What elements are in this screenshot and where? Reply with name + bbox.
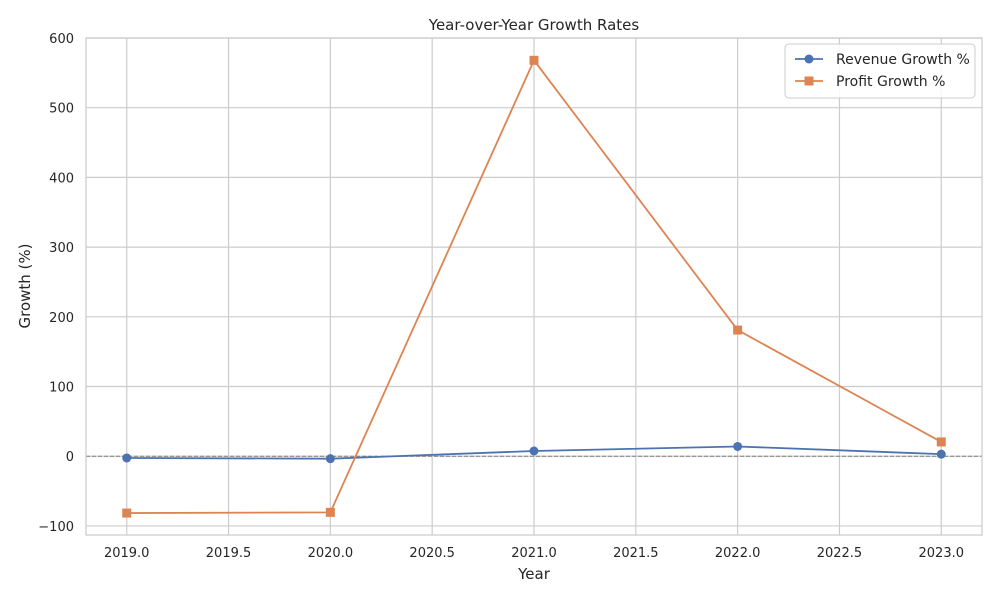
data-point: [529, 55, 539, 65]
data-point: [733, 325, 743, 335]
data-point: [325, 507, 335, 517]
x-tick-label: 2023.0: [919, 546, 965, 561]
legend-item: Profit Growth %: [795, 74, 945, 90]
y-axis-ticks: −100 0 100 200 300 400 500 600: [38, 32, 74, 535]
y-tick-label: 100: [49, 381, 74, 396]
y-tick-label: −100: [38, 520, 74, 535]
data-point: [325, 454, 335, 464]
chart-title: Year-over-Year Growth Rates: [428, 16, 640, 34]
x-tick-label: 2020.5: [409, 546, 455, 561]
x-tick-label: 2019.0: [104, 546, 150, 561]
legend-label: Profit Growth %: [836, 74, 945, 90]
x-tick-label: 2021.0: [511, 546, 557, 561]
legend-label: Revenue Growth %: [836, 52, 970, 68]
legend-marker: [804, 76, 814, 86]
y-axis-title: Growth (%): [16, 243, 34, 328]
y-tick-label: 500: [49, 102, 74, 117]
data-point: [529, 446, 539, 456]
x-tick-label: 2021.5: [613, 546, 659, 561]
x-tick-label: 2019.5: [206, 546, 252, 561]
legend: Revenue Growth % Profit Growth %: [784, 43, 976, 99]
y-tick-label: 400: [49, 171, 74, 186]
x-tick-label: 2022.0: [715, 546, 761, 561]
y-tick-label: 0: [66, 450, 74, 465]
plot-frame: [85, 37, 983, 536]
legend-item: Revenue Growth %: [795, 52, 970, 68]
series-profit-growth: [122, 55, 946, 518]
data-point: [122, 508, 132, 518]
y-tick-label: 200: [49, 311, 74, 326]
series-layer: [122, 55, 946, 518]
data-point: [733, 441, 743, 451]
x-axis-ticks: 2019.0 2019.5 2020.0 2020.5 2021.0 2021.5 2022…: [104, 546, 964, 561]
data-point: [936, 449, 946, 459]
x-tick-label: 2022.5: [817, 546, 863, 561]
series-revenue-growth: [122, 441, 946, 464]
x-tick-label: 2020.0: [308, 546, 354, 561]
data-point: [936, 437, 946, 447]
legend-marker: [804, 54, 814, 64]
x-axis-title: Year: [517, 565, 551, 583]
y-tick-label: 300: [49, 241, 74, 256]
legend-box: [784, 43, 976, 99]
data-point: [122, 453, 132, 463]
y-tick-label: 600: [49, 32, 74, 47]
